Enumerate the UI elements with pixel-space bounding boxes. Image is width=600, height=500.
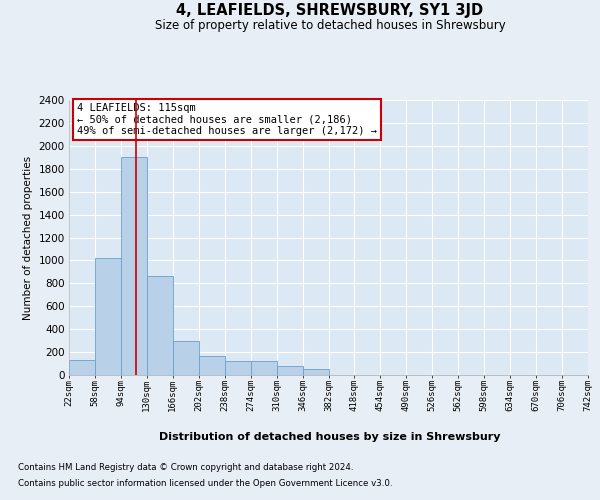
Bar [173, 340, 199, 375]
Text: Size of property relative to detached houses in Shrewsbury: Size of property relative to detached ho… [155, 18, 505, 32]
Y-axis label: Number of detached properties: Number of detached properties [23, 156, 33, 320]
Bar [251, 361, 277, 375]
Bar [224, 361, 251, 375]
Bar [199, 356, 224, 375]
Text: 4, LEAFIELDS, SHREWSBURY, SY1 3JD: 4, LEAFIELDS, SHREWSBURY, SY1 3JD [176, 2, 484, 18]
Bar [95, 258, 121, 375]
Text: Contains public sector information licensed under the Open Government Licence v3: Contains public sector information licen… [18, 478, 392, 488]
Bar [147, 276, 173, 375]
Bar [69, 360, 95, 375]
Text: Distribution of detached houses by size in Shrewsbury: Distribution of detached houses by size … [159, 432, 501, 442]
Text: 4 LEAFIELDS: 115sqm
← 50% of detached houses are smaller (2,186)
49% of semi-det: 4 LEAFIELDS: 115sqm ← 50% of detached ho… [77, 103, 377, 136]
Bar [277, 366, 302, 375]
Bar [302, 368, 329, 375]
Bar [121, 158, 147, 375]
Text: Contains HM Land Registry data © Crown copyright and database right 2024.: Contains HM Land Registry data © Crown c… [18, 464, 353, 472]
